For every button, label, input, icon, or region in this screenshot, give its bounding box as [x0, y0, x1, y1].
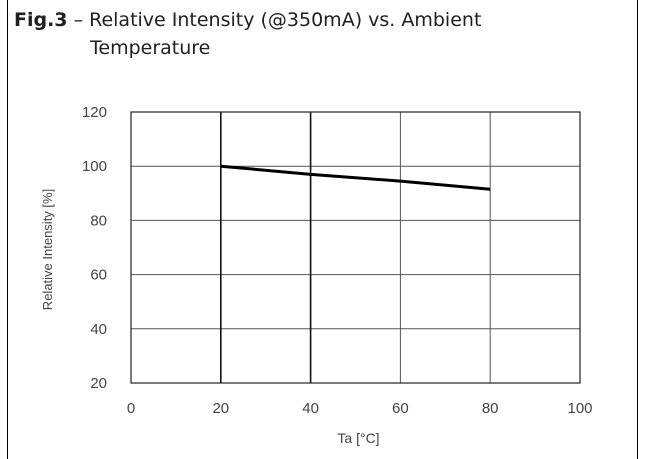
x-tick-label: 20	[212, 400, 229, 417]
y-tick-label: 40	[90, 321, 107, 338]
x-tick-label: 40	[302, 400, 319, 417]
x-tick-label: 80	[482, 400, 499, 417]
figure-title-text: – Relative Intensity (@350mA) vs. Ambien…	[67, 9, 482, 31]
y-tick-label: 80	[90, 212, 107, 229]
figure-title-line2: Temperature	[90, 37, 211, 59]
series-line-0	[220, 164, 491, 191]
figure-number: Fig.3	[14, 9, 68, 31]
y-tick-label: 100	[82, 158, 107, 175]
figure-title: Fig.3 – Relative Intensity (@350mA) vs. …	[14, 6, 481, 62]
x-axis-label: Ta [°C]	[337, 430, 379, 446]
plot-area-border	[130, 111, 581, 384]
x-tick-label: 60	[392, 400, 409, 417]
x-tick-label: 0	[127, 400, 135, 417]
y-tick-label: 60	[90, 267, 107, 284]
x-tick-label: 100	[567, 400, 592, 417]
y-tick-label: 20	[90, 375, 107, 392]
y-axis-label: Relative Intensity [%]	[40, 189, 55, 310]
y-tick-label: 120	[82, 104, 107, 121]
figure-frame	[7, 0, 638, 459]
